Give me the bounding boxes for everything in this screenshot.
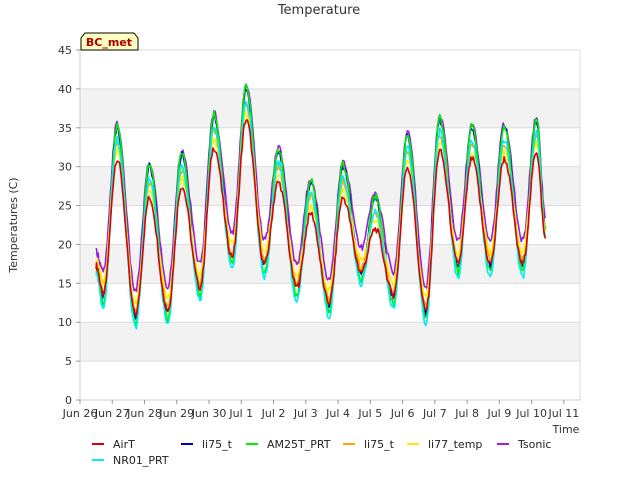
legend-label: li75_t <box>202 438 233 451</box>
series-layer <box>95 83 547 330</box>
y-tick-label: 20 <box>58 238 72 251</box>
legend-label: AirT <box>113 438 135 451</box>
badge-shape <box>80 32 139 51</box>
legend: AirT NR01_PRT li75_t AM25T_PRT li75_t li77_te… <box>92 438 551 467</box>
chart-title: Temperature <box>277 3 360 18</box>
x-tick-label: Jun 29 <box>158 407 194 420</box>
x-tick-label: Jun 30 <box>191 407 227 420</box>
y-axis-ticks: 0 5 10 15 20 25 30 35 40 45 <box>58 44 80 407</box>
station-badge: BC_met <box>80 32 139 51</box>
band <box>80 88 580 128</box>
y-tick-label: 10 <box>58 316 72 329</box>
legend-label: li77_temp <box>428 438 482 451</box>
x-tick-label: Jun 26 <box>62 407 98 420</box>
x-tick-label: Jun 27 <box>94 407 130 420</box>
x-axis-title: Time <box>552 423 580 436</box>
y-tick-label: 45 <box>58 44 72 57</box>
x-tick-label: Jul 10 <box>515 407 547 420</box>
y-tick-label: 30 <box>58 161 72 174</box>
badge-label: BC_met <box>86 36 132 49</box>
x-tick-label: Jul 4 <box>325 407 350 420</box>
x-tick-label: Jul 8 <box>454 407 479 420</box>
y-tick-label: 5 <box>65 355 72 368</box>
y-tick-label: 40 <box>58 83 72 96</box>
x-tick-label: Jul 11 <box>547 407 579 420</box>
x-tick-label: Jul 1 <box>228 407 253 420</box>
series-line-airt <box>95 119 547 316</box>
legend-label: li75_t <box>364 438 395 451</box>
y-tick-label: 0 <box>65 394 72 407</box>
y-tick-label: 15 <box>58 277 72 290</box>
legend-label: NR01_PRT <box>113 454 169 467</box>
band <box>80 322 580 362</box>
y-axis-title: Temperatures (C) <box>7 177 20 273</box>
x-tick-label: Jul 9 <box>486 407 511 420</box>
y-tick-label: 35 <box>58 122 72 135</box>
legend-label: AM25T_PRT <box>267 438 331 451</box>
x-tick-label: Jun 28 <box>126 407 162 420</box>
y-tick-label: 25 <box>58 200 72 213</box>
x-tick-label: Jul 2 <box>261 407 286 420</box>
x-tick-label: Jul 3 <box>293 407 318 420</box>
legend-label: Tsonic <box>517 438 551 451</box>
axes <box>79 50 581 401</box>
x-tick-label: Jul 6 <box>390 407 415 420</box>
x-tick-label: Jul 7 <box>422 407 447 420</box>
x-tick-label: Jul 5 <box>357 407 382 420</box>
